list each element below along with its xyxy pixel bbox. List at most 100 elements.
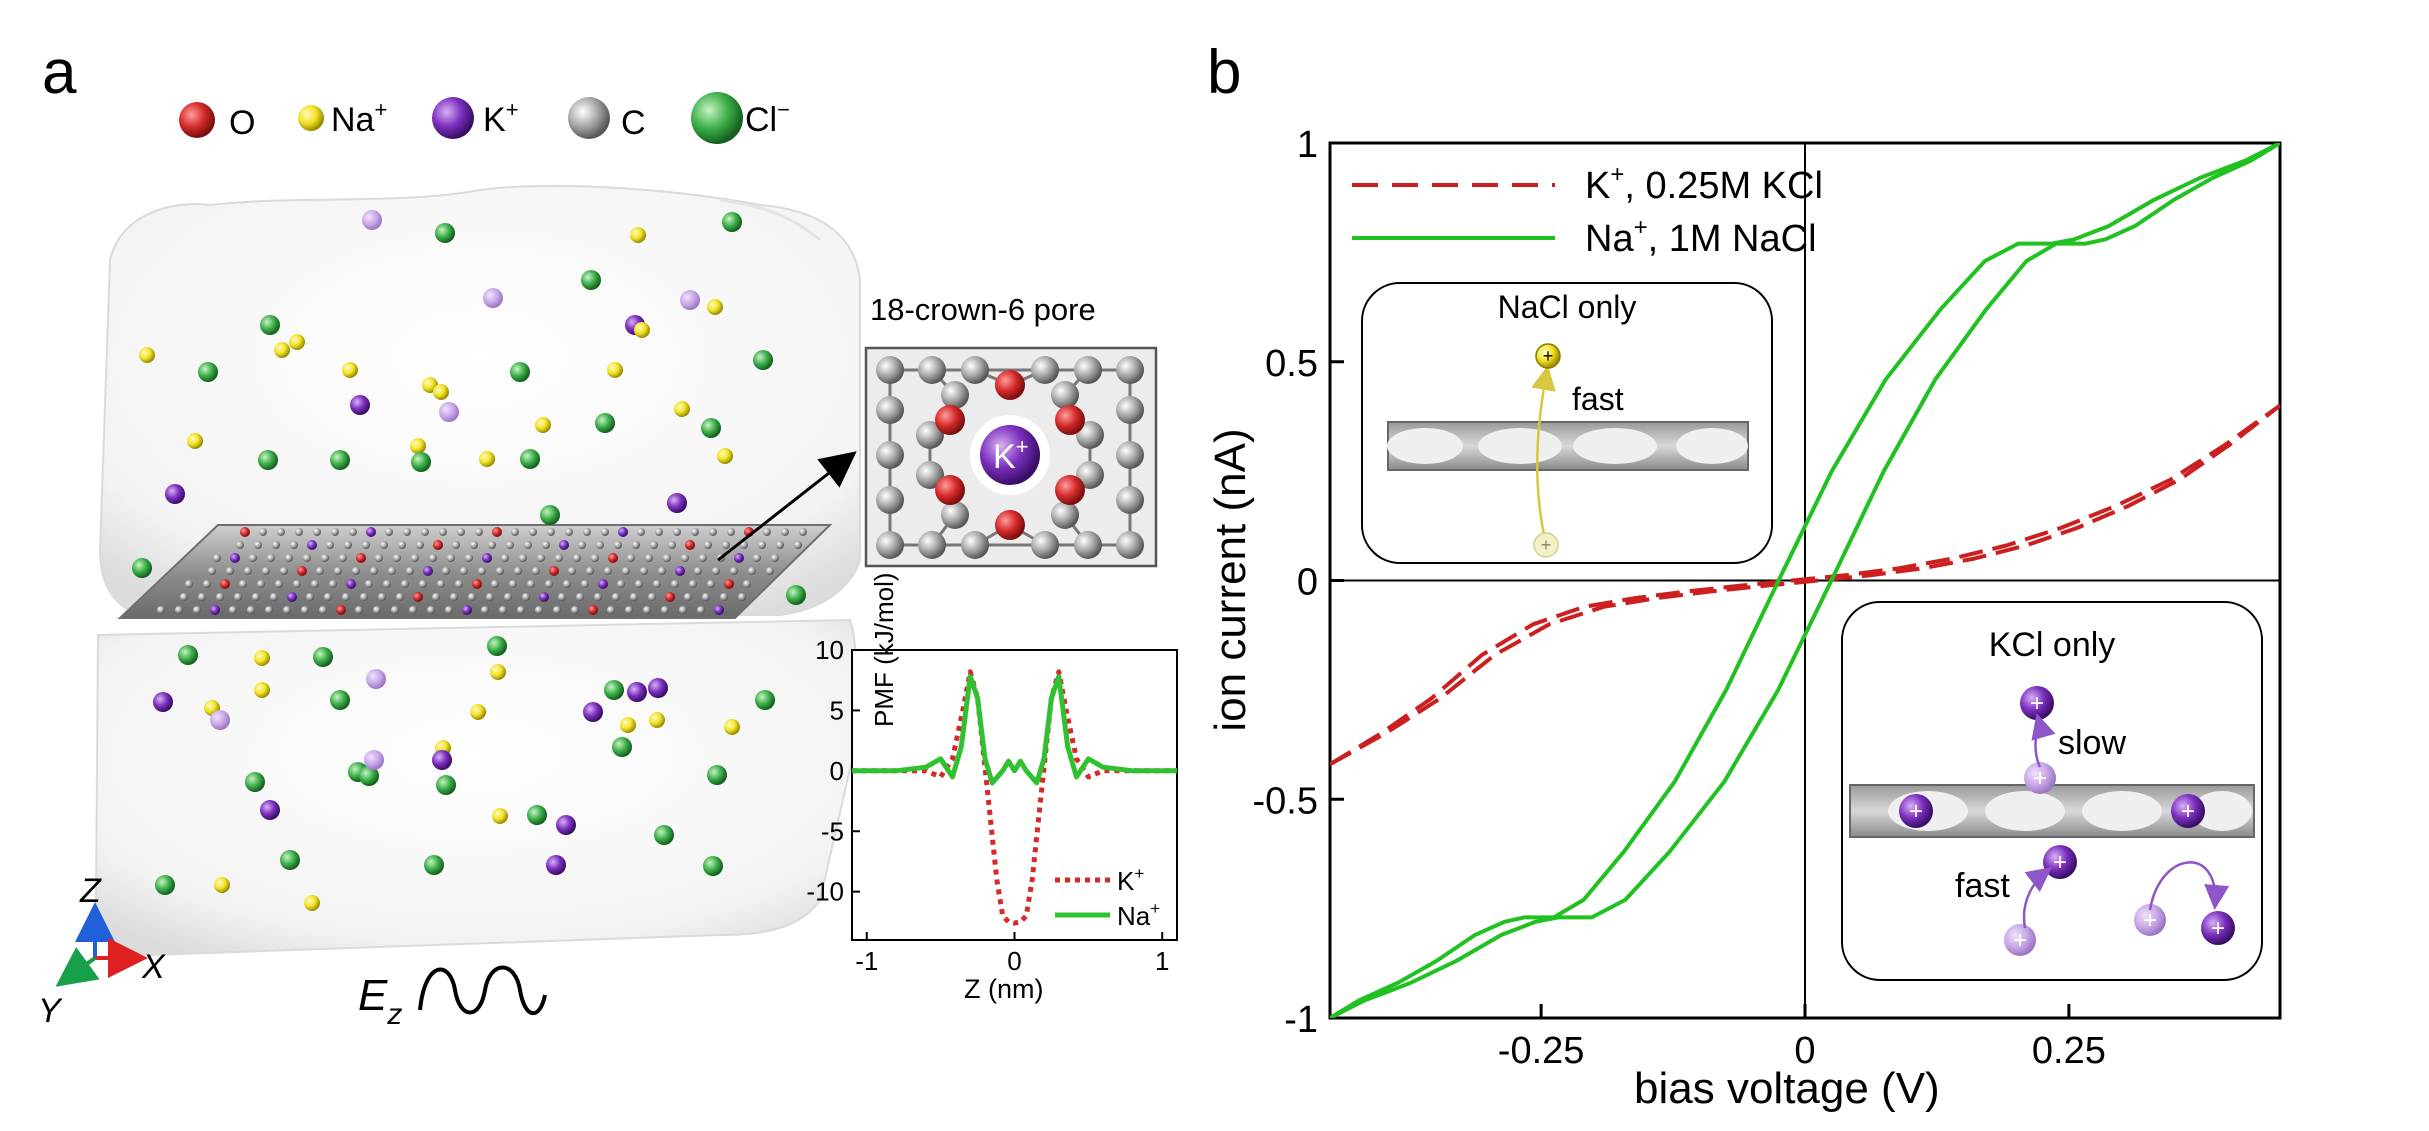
- crown-carbon-atom: [1031, 531, 1059, 559]
- crown-carbon-atom: [1051, 381, 1079, 409]
- pmf-xtick-label: -1: [855, 946, 878, 976]
- sheet-atom: [622, 567, 630, 575]
- pmf-ytick-label: 10: [815, 635, 844, 665]
- iv-line-na-sweep-a: [1330, 143, 2280, 1018]
- ion-atom: [330, 450, 350, 470]
- sheet-atom: [185, 580, 193, 588]
- axis-triad: Z X Y: [38, 872, 166, 1030]
- sheet-atom: [175, 606, 183, 614]
- sheet-atom: [375, 554, 383, 562]
- sheet-atom: [514, 567, 522, 575]
- crown-carbon-atom: [1074, 531, 1102, 559]
- iv-line-k-sweep-b: [1330, 403, 2280, 767]
- ion-atom: [258, 450, 278, 470]
- iv-line-k-sweep-a: [1330, 403, 2280, 767]
- sheet-atom: [509, 580, 517, 588]
- crown-carbon-atom: [1031, 356, 1059, 384]
- sheet-atom: [488, 541, 496, 549]
- sheet-atom: [748, 567, 756, 575]
- sheet-atom: [689, 580, 697, 588]
- sheet-atom: [501, 554, 509, 562]
- sheet-atom: [297, 566, 307, 576]
- crown-carbon-atom: [1116, 486, 1144, 514]
- sheet-atom: [535, 606, 543, 614]
- ion-atom: [155, 875, 175, 895]
- sheet-atom: [244, 567, 252, 575]
- ion-atom: [487, 636, 507, 656]
- sheet-atom: [563, 580, 571, 588]
- sheet-atom: [396, 593, 404, 601]
- crown-carbon-atom: [1116, 396, 1144, 424]
- sheet-atom: [637, 528, 645, 536]
- sheet-atom: [391, 606, 399, 614]
- sheet-atom: [293, 580, 301, 588]
- na-ion-initial: [1533, 532, 1559, 558]
- sheet-atom: [617, 580, 625, 588]
- sheet-atom: [691, 528, 699, 536]
- sheet-atom: [799, 528, 807, 536]
- k-ion-faded: [2134, 904, 2166, 936]
- sheet-atom: [481, 606, 489, 614]
- ion-atom: [280, 850, 300, 870]
- ion-atom: [214, 877, 230, 893]
- ion-atom: [245, 772, 265, 792]
- pmf-legend-label-k: K: [1117, 866, 1135, 896]
- sheet-atom: [496, 567, 504, 575]
- legend-label-oxygen: O: [229, 104, 255, 142]
- sheet-atom: [673, 528, 681, 536]
- svg-text:K+, 0.25M KCl: K+, 0.25M KCl: [1585, 161, 1823, 207]
- sheet-atom: [339, 554, 347, 562]
- crown-carbon-atom: [1076, 421, 1104, 449]
- sheet-atom: [684, 593, 692, 601]
- sheet-atom: [349, 528, 357, 536]
- sheet-atom: [220, 579, 230, 589]
- sheet-atom: [352, 567, 360, 575]
- ion-atom: [366, 669, 386, 689]
- na-path-arrow: [1531, 365, 1556, 541]
- ion-atom: [556, 815, 576, 835]
- ion-atom: [510, 362, 530, 382]
- legend-label-carbon: C: [621, 104, 646, 142]
- nacl-fast-label: fast: [1572, 381, 1624, 417]
- atom-legend: O Na+ K+ C Cl−: [179, 92, 790, 144]
- crown-carbon-atom: [916, 421, 944, 449]
- iv-ylabel: ion current (nA): [1206, 428, 1255, 731]
- k-ion: [2201, 911, 2235, 945]
- sheet-atom: [230, 553, 240, 563]
- ion-atom: [680, 290, 700, 310]
- sheet-atom: [627, 554, 635, 562]
- sheet-atom: [360, 593, 368, 601]
- sheet-atom: [699, 554, 707, 562]
- sheet-atom: [355, 606, 363, 614]
- crown-carbon-atom: [961, 356, 989, 384]
- pore-potassium-ion: [980, 425, 1040, 485]
- sheet-atom: [380, 541, 388, 549]
- ion-atom: [707, 765, 727, 785]
- ion-atom: [667, 493, 687, 513]
- nacl-only-inset: NaCl only + + fast: [1361, 282, 1773, 564]
- ion-atom: [649, 712, 665, 728]
- ion-atom: [753, 350, 773, 370]
- pmf-legend-sup-k: +: [1134, 864, 1144, 883]
- k-loop-arrow: [2148, 861, 2230, 911]
- sheet-atom: [598, 579, 608, 589]
- sheet-atom: [506, 541, 514, 549]
- sheet-atom: [240, 527, 250, 537]
- sheet-atom: [527, 580, 535, 588]
- sheet-atom: [421, 528, 429, 536]
- legend-item-sodium: Na+: [298, 97, 387, 139]
- sheet-atom: [319, 606, 327, 614]
- sheet-atom: [766, 567, 774, 575]
- iv-legend-rest-na: , 1M NaCl: [1648, 218, 1817, 260]
- sheet-atom: [331, 528, 339, 536]
- legend-label-sodium: Na: [331, 101, 375, 139]
- sheet-atom: [468, 593, 476, 601]
- k-ion-plus-icon: +: [2053, 849, 2067, 876]
- iv-legend-name-k: K: [1585, 165, 1610, 207]
- sheet-atom: [650, 541, 658, 549]
- sheet-atom: [334, 567, 342, 575]
- kcl-inset-title: KCl only: [1989, 626, 2116, 664]
- pmf-legend: K+ Na+: [1055, 864, 1160, 931]
- ion-atom: [410, 438, 426, 454]
- nacl-inset-title: NaCl only: [1498, 289, 1637, 325]
